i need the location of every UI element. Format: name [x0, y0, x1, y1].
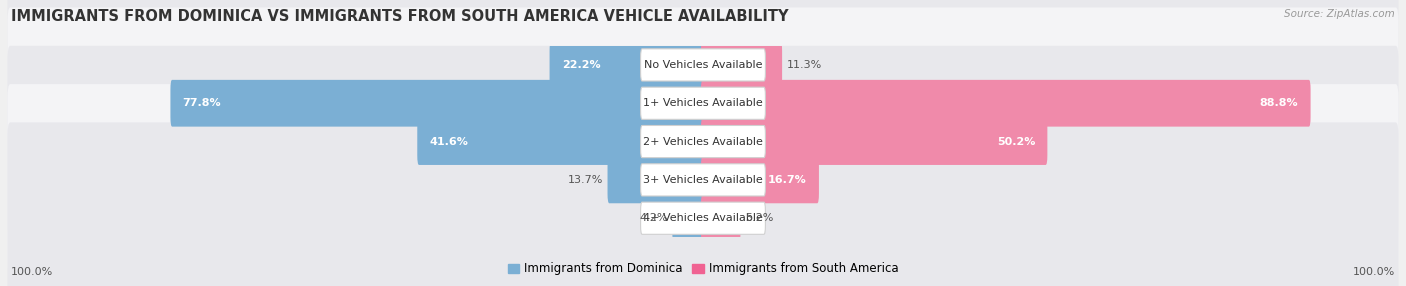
Text: 50.2%: 50.2% [997, 137, 1035, 146]
FancyBboxPatch shape [641, 164, 765, 196]
FancyBboxPatch shape [702, 41, 782, 88]
FancyBboxPatch shape [550, 41, 704, 88]
Text: 2+ Vehicles Available: 2+ Vehicles Available [643, 137, 763, 146]
Text: 100.0%: 100.0% [1353, 267, 1395, 277]
Text: 88.8%: 88.8% [1260, 98, 1298, 108]
Text: 5.2%: 5.2% [745, 213, 773, 223]
Text: 13.7%: 13.7% [568, 175, 603, 185]
Text: 22.2%: 22.2% [562, 60, 600, 70]
FancyBboxPatch shape [7, 0, 1399, 161]
Legend: Immigrants from Dominica, Immigrants from South America: Immigrants from Dominica, Immigrants fro… [503, 258, 903, 280]
Text: 1+ Vehicles Available: 1+ Vehicles Available [643, 98, 763, 108]
Text: 4.2%: 4.2% [640, 213, 668, 223]
Text: 4+ Vehicles Available: 4+ Vehicles Available [643, 213, 763, 223]
FancyBboxPatch shape [7, 7, 1399, 199]
Text: 41.6%: 41.6% [430, 137, 468, 146]
FancyBboxPatch shape [672, 195, 704, 242]
Text: 3+ Vehicles Available: 3+ Vehicles Available [643, 175, 763, 185]
Text: 11.3%: 11.3% [787, 60, 823, 70]
FancyBboxPatch shape [702, 80, 1310, 127]
FancyBboxPatch shape [641, 202, 765, 234]
FancyBboxPatch shape [418, 118, 704, 165]
FancyBboxPatch shape [702, 195, 741, 242]
FancyBboxPatch shape [607, 156, 704, 203]
Text: 16.7%: 16.7% [768, 175, 807, 185]
FancyBboxPatch shape [641, 49, 765, 81]
Text: Source: ZipAtlas.com: Source: ZipAtlas.com [1284, 9, 1395, 19]
FancyBboxPatch shape [170, 80, 704, 127]
Text: 77.8%: 77.8% [183, 98, 221, 108]
FancyBboxPatch shape [641, 126, 765, 158]
Text: 100.0%: 100.0% [11, 267, 53, 277]
FancyBboxPatch shape [702, 118, 1047, 165]
FancyBboxPatch shape [702, 156, 818, 203]
Text: No Vehicles Available: No Vehicles Available [644, 60, 762, 70]
FancyBboxPatch shape [7, 46, 1399, 237]
FancyBboxPatch shape [641, 87, 765, 119]
Text: IMMIGRANTS FROM DOMINICA VS IMMIGRANTS FROM SOUTH AMERICA VEHICLE AVAILABILITY: IMMIGRANTS FROM DOMINICA VS IMMIGRANTS F… [11, 9, 789, 23]
FancyBboxPatch shape [7, 122, 1399, 286]
FancyBboxPatch shape [7, 84, 1399, 276]
